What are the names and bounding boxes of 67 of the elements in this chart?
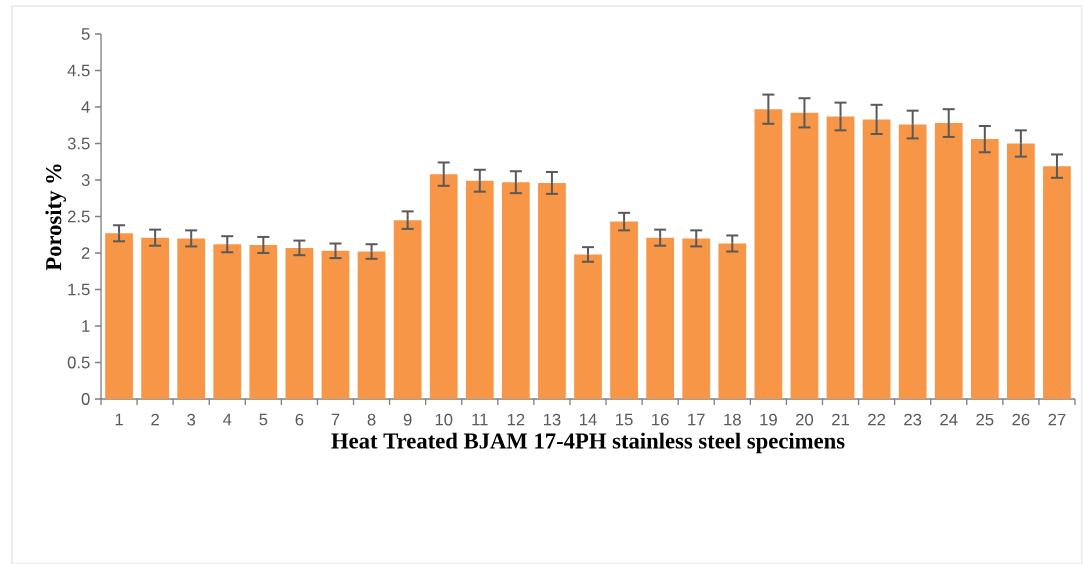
x-tick-label: 7 bbox=[331, 413, 340, 426]
bar bbox=[141, 237, 170, 399]
y-tick-label: 4.5 bbox=[67, 64, 90, 77]
bar bbox=[501, 182, 530, 399]
x-tick-label: 24 bbox=[940, 413, 958, 426]
bar bbox=[321, 250, 350, 399]
bar bbox=[465, 180, 494, 399]
bar bbox=[393, 220, 422, 399]
y-tick-label: 0.5 bbox=[67, 356, 90, 369]
x-tick-label: 12 bbox=[507, 413, 525, 426]
x-tick-label: 20 bbox=[796, 413, 814, 426]
x-tick-label: 26 bbox=[1012, 413, 1030, 426]
bar bbox=[826, 116, 855, 399]
x-tick-label: 27 bbox=[1048, 413, 1066, 426]
x-tick-label: 3 bbox=[187, 413, 196, 426]
bar bbox=[105, 233, 133, 399]
bar bbox=[574, 254, 602, 399]
x-tick-label: 1 bbox=[115, 413, 123, 426]
x-tick-label: 4 bbox=[223, 413, 232, 426]
x-tick-label: 8 bbox=[367, 413, 376, 426]
bar bbox=[682, 238, 711, 399]
x-tick-label: 14 bbox=[580, 413, 597, 426]
y-tick-label: 4 bbox=[81, 101, 90, 113]
y-tick-label: 3 bbox=[81, 174, 90, 186]
y-tick-label: 1 bbox=[82, 320, 90, 332]
y-tick-label: 2 bbox=[81, 247, 90, 259]
x-tick-label: 6 bbox=[295, 413, 304, 426]
x-tick-label: 15 bbox=[616, 413, 633, 426]
x-tick-label: 16 bbox=[652, 413, 669, 426]
x-tick-label: 5 bbox=[259, 413, 268, 426]
bar bbox=[249, 244, 278, 399]
bar bbox=[213, 244, 242, 399]
bar bbox=[429, 174, 458, 399]
bar bbox=[718, 243, 747, 399]
y-tick-label: 5 bbox=[81, 28, 90, 40]
y-tick-label: 3.5 bbox=[67, 137, 90, 150]
bar bbox=[538, 182, 566, 399]
y-axis-title: Porosity % bbox=[45, 164, 66, 271]
y-tick-label: 0 bbox=[81, 393, 90, 405]
x-tick-label: 22 bbox=[868, 413, 886, 426]
bar bbox=[790, 112, 819, 399]
bar bbox=[754, 109, 783, 399]
x-tick-label: 25 bbox=[976, 413, 994, 426]
x-tick-label: 17 bbox=[688, 413, 705, 426]
x-tick-label: 23 bbox=[904, 413, 922, 426]
x-tick-label: 9 bbox=[403, 413, 412, 426]
bar bbox=[862, 119, 891, 399]
bar bbox=[177, 238, 206, 399]
bar bbox=[646, 237, 675, 399]
x-tick-label: 19 bbox=[760, 413, 777, 426]
x-tick-label: 21 bbox=[832, 413, 849, 426]
bar bbox=[934, 123, 963, 399]
bar bbox=[610, 221, 638, 399]
bar bbox=[970, 139, 999, 399]
y-tick-label: 2.5 bbox=[67, 210, 90, 223]
x-axis-title: Heat Treated BJAM 17-4PH stainless steel specimens bbox=[331, 432, 845, 454]
bar bbox=[1007, 143, 1035, 399]
x-tick-label: 11 bbox=[472, 413, 488, 426]
x-tick-label: 2 bbox=[151, 413, 159, 426]
x-tick-label: 10 bbox=[435, 413, 453, 426]
bar bbox=[357, 251, 386, 399]
y-tick-label: 1.5 bbox=[68, 283, 90, 296]
bar bbox=[898, 124, 927, 399]
bar bbox=[285, 247, 314, 399]
x-tick-label: 18 bbox=[724, 413, 741, 426]
bar bbox=[1043, 166, 1071, 399]
x-tick-label: 13 bbox=[543, 413, 561, 426]
